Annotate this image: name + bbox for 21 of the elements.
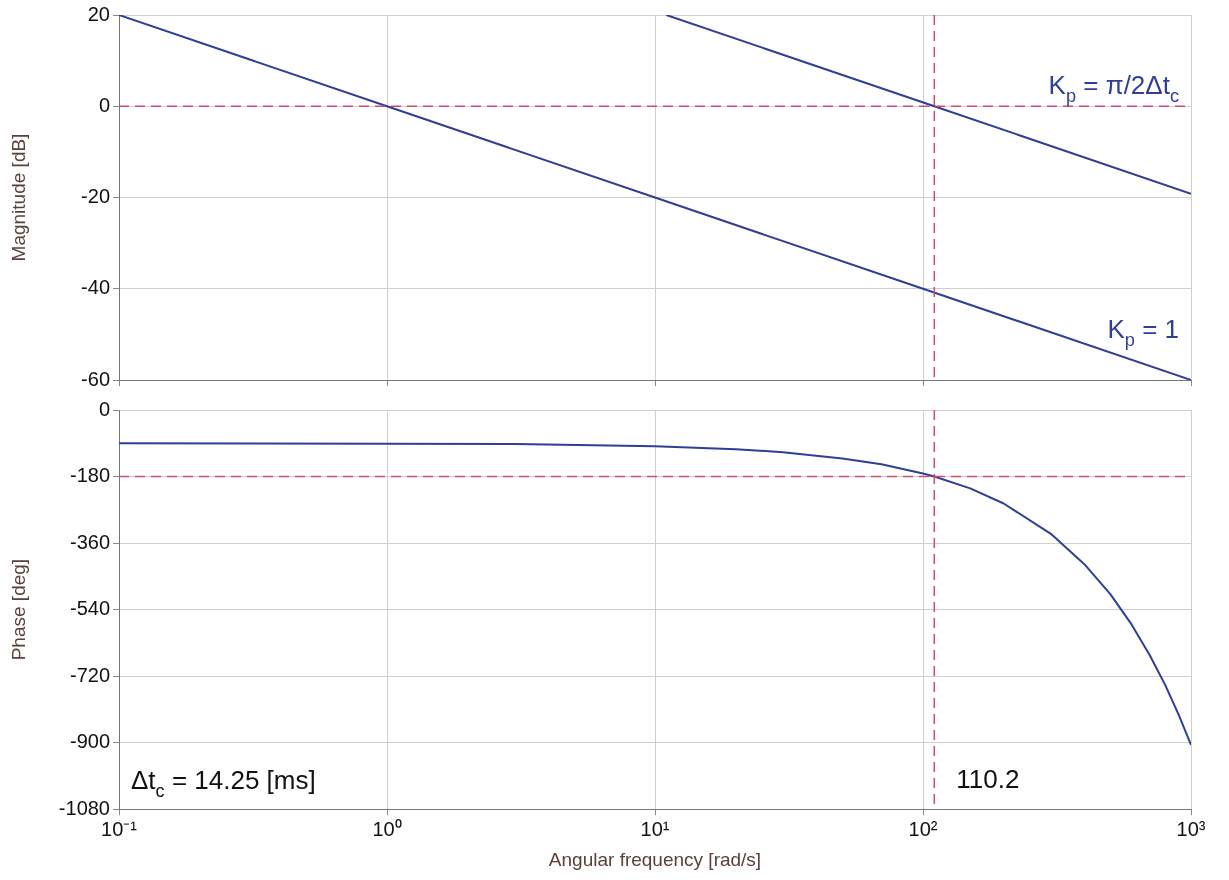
y-tick-label: -20 <box>81 185 110 208</box>
y-tick-label: -60 <box>81 367 110 390</box>
x-tick-label: 10¹ <box>640 817 670 840</box>
y-tick-label: -180 <box>69 464 110 487</box>
x-tick-label: 10⁻¹ <box>101 817 138 840</box>
y-axis-title: Phase [deg] <box>7 558 29 661</box>
y-tick-label: 0 <box>98 93 110 116</box>
y-tick-label: 0 <box>98 397 110 420</box>
y-tick-label: -900 <box>69 730 110 753</box>
y-tick-label: -1080 <box>58 796 110 819</box>
y-tick-label: -360 <box>69 530 110 553</box>
y-tick-label: -40 <box>81 276 110 299</box>
x-axis-title: Angular frequency [rad/s] <box>548 848 762 870</box>
x-tick-label: 10² <box>908 817 938 840</box>
y-axis-title: Magnitude [dB] <box>7 133 29 262</box>
y-tick-label: -540 <box>69 597 110 620</box>
y-tick-label: 20 <box>87 2 110 25</box>
y-tick-label: -720 <box>69 663 110 686</box>
x-tick-label: 10³ <box>1176 817 1206 840</box>
annotation: 110.2 <box>956 763 1020 794</box>
x-tick-label: 10⁰ <box>372 817 402 840</box>
